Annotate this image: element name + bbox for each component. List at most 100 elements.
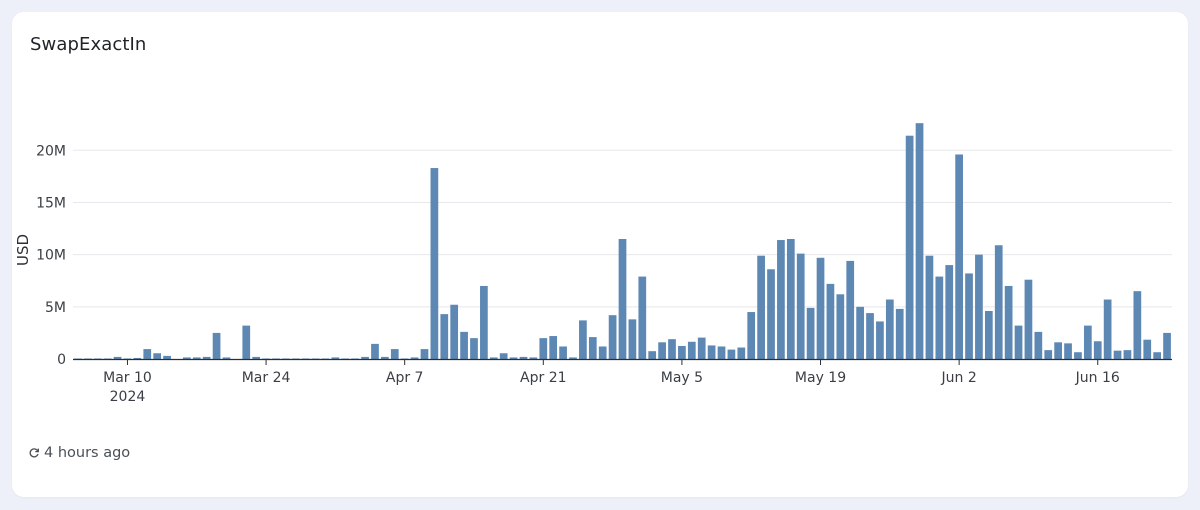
bar[interactable] bbox=[133, 357, 142, 359]
bar[interactable] bbox=[272, 358, 280, 359]
bar[interactable] bbox=[499, 353, 508, 359]
bar[interactable] bbox=[450, 304, 459, 359]
bar[interactable] bbox=[1103, 299, 1112, 359]
bar[interactable] bbox=[519, 356, 528, 359]
bar[interactable] bbox=[559, 346, 567, 359]
bar[interactable] bbox=[282, 358, 290, 359]
bar[interactable] bbox=[74, 358, 82, 359]
bar[interactable] bbox=[846, 260, 855, 359]
bar[interactable] bbox=[777, 240, 785, 359]
bar[interactable] bbox=[856, 306, 864, 359]
bar[interactable] bbox=[668, 339, 676, 359]
bar[interactable] bbox=[539, 338, 548, 359]
bar[interactable] bbox=[371, 343, 379, 359]
bar[interactable] bbox=[420, 349, 429, 359]
bar[interactable] bbox=[866, 313, 874, 359]
bar[interactable] bbox=[410, 357, 419, 359]
bar[interactable] bbox=[480, 285, 488, 359]
bar[interactable] bbox=[816, 257, 825, 359]
bar[interactable] bbox=[905, 135, 914, 359]
bar[interactable] bbox=[796, 253, 805, 359]
bar[interactable] bbox=[1024, 279, 1033, 359]
bar[interactable] bbox=[836, 294, 845, 359]
bar[interactable] bbox=[628, 319, 637, 359]
bar[interactable] bbox=[123, 358, 132, 359]
bar[interactable] bbox=[1054, 342, 1062, 359]
bar[interactable] bbox=[341, 358, 350, 359]
bar[interactable] bbox=[390, 349, 399, 359]
bar[interactable] bbox=[489, 357, 498, 359]
bar[interactable] bbox=[757, 255, 765, 359]
bar[interactable] bbox=[153, 353, 162, 359]
bar[interactable] bbox=[351, 358, 360, 359]
bar[interactable] bbox=[103, 358, 112, 359]
bar[interactable] bbox=[826, 283, 835, 359]
bar[interactable] bbox=[212, 332, 221, 359]
bar[interactable] bbox=[678, 345, 686, 359]
bar[interactable] bbox=[994, 245, 1003, 359]
bar[interactable] bbox=[717, 346, 726, 359]
bar[interactable] bbox=[876, 321, 884, 359]
bar[interactable] bbox=[1123, 350, 1132, 359]
bar[interactable] bbox=[1153, 352, 1162, 359]
bar[interactable] bbox=[915, 123, 924, 359]
bar[interactable] bbox=[301, 358, 310, 359]
bar[interactable] bbox=[192, 357, 201, 359]
bar[interactable] bbox=[321, 358, 330, 359]
bar[interactable] bbox=[143, 349, 152, 359]
bar[interactable] bbox=[163, 355, 171, 359]
bar[interactable] bbox=[747, 312, 756, 359]
bar[interactable] bbox=[945, 265, 954, 359]
bar[interactable] bbox=[460, 331, 468, 359]
bar[interactable] bbox=[440, 314, 449, 359]
bar[interactable] bbox=[935, 276, 944, 359]
bar[interactable] bbox=[687, 341, 696, 359]
bar[interactable] bbox=[955, 154, 963, 359]
bar[interactable] bbox=[400, 358, 409, 359]
bar[interactable] bbox=[430, 168, 439, 359]
bar[interactable] bbox=[579, 320, 587, 359]
bar[interactable] bbox=[1014, 325, 1023, 359]
bar[interactable] bbox=[361, 356, 369, 359]
bar[interactable] bbox=[113, 356, 122, 359]
bar[interactable] bbox=[549, 336, 558, 359]
bar[interactable] bbox=[242, 325, 251, 359]
bar[interactable] bbox=[1093, 341, 1102, 359]
bar[interactable] bbox=[658, 342, 666, 359]
bar[interactable] bbox=[93, 358, 102, 359]
bar[interactable] bbox=[737, 347, 746, 359]
bar[interactable] bbox=[1004, 285, 1013, 359]
bar[interactable] bbox=[707, 345, 716, 359]
bar[interactable] bbox=[83, 358, 92, 359]
bar[interactable] bbox=[381, 356, 389, 359]
bar[interactable] bbox=[975, 254, 983, 359]
bar[interactable] bbox=[1083, 325, 1092, 359]
bar[interactable] bbox=[509, 357, 518, 359]
bar[interactable] bbox=[1143, 339, 1152, 359]
bar[interactable] bbox=[984, 311, 993, 359]
bar[interactable] bbox=[965, 273, 973, 359]
bar[interactable] bbox=[529, 357, 538, 359]
bar[interactable] bbox=[569, 357, 577, 359]
bar[interactable] bbox=[1034, 331, 1043, 359]
bar[interactable] bbox=[202, 356, 211, 359]
bar[interactable] bbox=[885, 299, 894, 359]
bar[interactable] bbox=[1044, 350, 1053, 359]
bar[interactable] bbox=[291, 358, 300, 359]
bar[interactable] bbox=[598, 346, 607, 359]
bar[interactable] bbox=[331, 357, 340, 359]
bar[interactable] bbox=[895, 308, 904, 359]
bar[interactable] bbox=[262, 358, 270, 359]
bar[interactable] bbox=[1064, 343, 1072, 359]
bar[interactable] bbox=[311, 358, 320, 359]
bar[interactable] bbox=[252, 356, 261, 359]
bar[interactable] bbox=[1163, 332, 1171, 359]
bar[interactable] bbox=[1133, 291, 1142, 359]
bar[interactable] bbox=[638, 276, 647, 359]
bar[interactable] bbox=[1113, 350, 1122, 359]
bar[interactable] bbox=[806, 307, 815, 359]
bar[interactable] bbox=[618, 239, 627, 359]
bar[interactable] bbox=[588, 337, 597, 359]
bar[interactable] bbox=[697, 337, 706, 359]
bar[interactable] bbox=[608, 315, 617, 359]
